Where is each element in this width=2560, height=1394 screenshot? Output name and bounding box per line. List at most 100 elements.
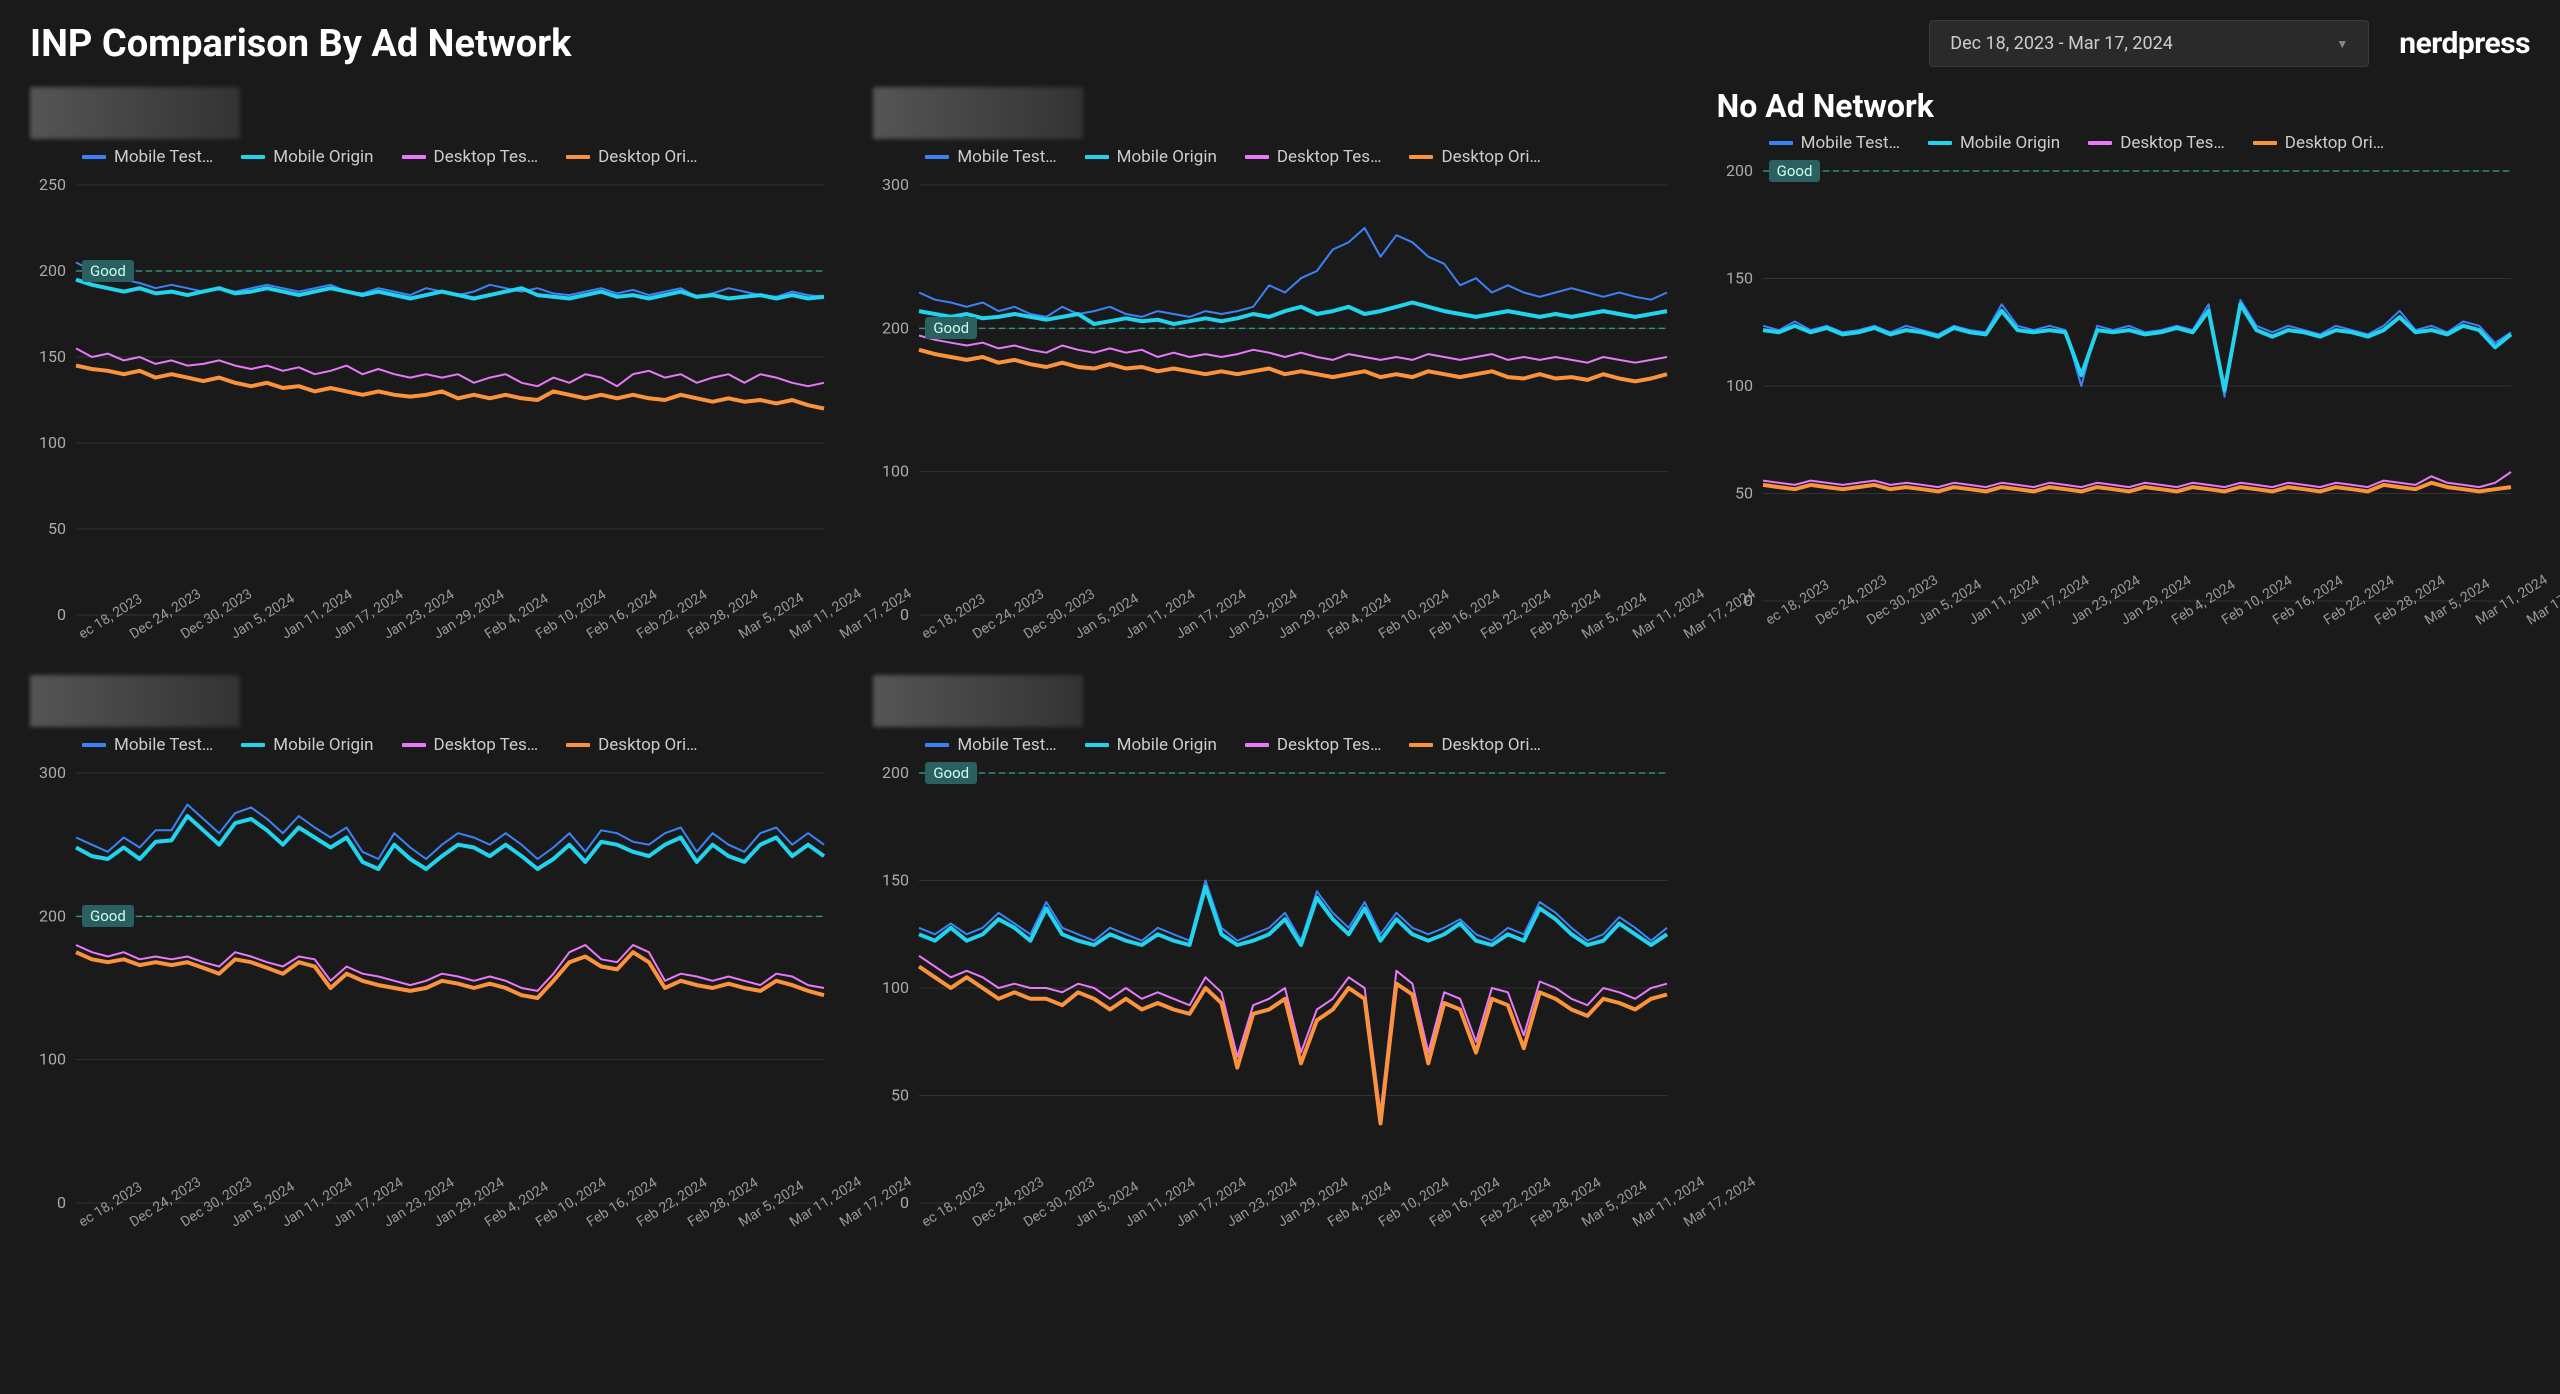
x-axis-tick-label: Mar 11, 2024	[1630, 1217, 1638, 1231]
legend-swatch	[1085, 743, 1109, 747]
chart-container: Good050100150200250	[30, 175, 843, 625]
svg-text:100: 100	[39, 1050, 66, 1069]
x-axis-tick-label: Feb 10, 2024	[1376, 629, 1384, 643]
x-axis-tick-label: Jan 5, 2024	[1072, 1217, 1080, 1231]
x-axis-tick-label: ec 18, 2023	[76, 629, 84, 643]
x-axis-tick-label: Jan 5, 2024	[1915, 615, 1923, 629]
svg-text:100: 100	[882, 978, 909, 997]
legend-swatch	[1085, 155, 1109, 159]
series-line-desktop_test	[919, 336, 1667, 363]
chart-panel: Mobile Test… Mobile Origin Desktop Tes… Des…	[30, 87, 843, 645]
legend-item[interactable]: Desktop Ori…	[1409, 735, 1540, 755]
chart-legend: Mobile Test… Mobile Origin Desktop Tes… Des…	[30, 735, 843, 755]
date-range-text: Dec 18, 2023 - Mar 17, 2024	[1950, 33, 2173, 54]
x-axis-tick-label: Mar 5, 2024	[736, 1217, 744, 1231]
legend-item[interactable]: Desktop Tes…	[2088, 133, 2225, 153]
legend-swatch	[1769, 141, 1793, 145]
x-axis-tick-label: ec 18, 2023	[919, 1217, 927, 1231]
legend-item[interactable]: Mobile Test…	[82, 735, 213, 755]
panel-title-redacted	[30, 675, 240, 727]
x-axis-tick-label: Dec 30, 2023	[1021, 1217, 1029, 1231]
legend-item[interactable]: Desktop Tes…	[1245, 147, 1382, 167]
x-axis-tick-label: Feb 10, 2024	[533, 1217, 541, 1231]
good-threshold-badge: Good	[925, 317, 977, 339]
legend-item[interactable]: Desktop Tes…	[402, 147, 539, 167]
charts-grid: Mobile Test… Mobile Origin Desktop Tes… Des…	[30, 87, 2530, 1233]
x-axis-tick-label: Dec 30, 2023	[1864, 615, 1872, 629]
x-axis-tick-label: Feb 28, 2024	[1528, 1217, 1536, 1231]
legend-item[interactable]: Mobile Test…	[925, 147, 1056, 167]
x-axis-tick-label: Jan 17, 2024	[330, 629, 338, 643]
legend-item[interactable]: Mobile Origin	[1085, 735, 1217, 755]
x-axis-tick-label: Feb 4, 2024	[2169, 615, 2177, 629]
legend-swatch	[241, 743, 265, 747]
legend-item[interactable]: Mobile Test…	[1769, 133, 1900, 153]
x-axis-tick-label: Mar 17, 2024	[2524, 615, 2532, 629]
x-axis-tick-label: Feb 16, 2024	[1427, 629, 1435, 643]
legend-swatch	[402, 155, 426, 159]
svg-text:200: 200	[1726, 161, 1753, 180]
x-axis-tick-label: Feb 22, 2024	[1478, 629, 1486, 643]
x-axis-tick-label: Feb 10, 2024	[533, 629, 541, 643]
x-axis-tick-label: Mar 11, 2024	[787, 1217, 795, 1231]
x-axis-tick-label: Jan 5, 2024	[1072, 629, 1080, 643]
legend-swatch	[1409, 743, 1433, 747]
page-title: INP Comparison By Ad Network	[30, 22, 571, 66]
svg-text:250: 250	[39, 175, 66, 194]
legend-swatch	[2088, 141, 2112, 145]
chart-container: Good050100150200	[873, 763, 1686, 1213]
chart-svg[interactable]: 0100200300	[873, 175, 1673, 625]
x-axis-tick-label: Jan 17, 2024	[1173, 1217, 1181, 1231]
legend-item[interactable]: Desktop Tes…	[1245, 735, 1382, 755]
legend-item[interactable]: Mobile Origin	[1928, 133, 2060, 153]
legend-item[interactable]: Desktop Tes…	[402, 735, 539, 755]
legend-item[interactable]: Mobile Test…	[925, 735, 1056, 755]
svg-text:200: 200	[882, 318, 909, 337]
chart-svg[interactable]: 050100150200	[873, 763, 1673, 1213]
legend-item[interactable]: Mobile Origin	[241, 735, 373, 755]
chart-container: Good0100200300	[30, 763, 843, 1213]
svg-text:0: 0	[1744, 591, 1753, 610]
chart-svg[interactable]: 050100150200	[1717, 161, 2517, 611]
good-threshold-badge: Good	[82, 905, 134, 927]
x-axis-tick-label: Jan 11, 2024	[279, 629, 287, 643]
legend-label: Desktop Ori…	[598, 147, 697, 167]
x-axis-tick-label: Jan 29, 2024	[431, 629, 439, 643]
legend-item[interactable]: Mobile Test…	[82, 147, 213, 167]
x-axis-tick-label: Jan 5, 2024	[228, 629, 236, 643]
x-axis-tick-label: Jan 29, 2024	[2118, 615, 2126, 629]
legend-item[interactable]: Desktop Ori…	[2253, 133, 2384, 153]
chart-container: Good0100200300	[873, 175, 1686, 625]
x-axis-tick-label: Mar 17, 2024	[1681, 629, 1689, 643]
legend-swatch	[241, 155, 265, 159]
legend-label: Mobile Origin	[273, 147, 373, 167]
legend-label: Mobile Test…	[957, 147, 1056, 167]
svg-text:50: 50	[48, 519, 66, 538]
x-axis-tick-label: Mar 11, 2024	[1630, 629, 1638, 643]
x-axis-tick-label: Jan 17, 2024	[1173, 629, 1181, 643]
x-axis-tick-label: Feb 22, 2024	[634, 1217, 642, 1231]
x-axis-tick-label: Jan 23, 2024	[1224, 1217, 1232, 1231]
date-range-picker[interactable]: Dec 18, 2023 - Mar 17, 2024 ▼	[1929, 20, 2369, 67]
chart-svg[interactable]: 050100150200250	[30, 175, 830, 625]
legend-label: Desktop Ori…	[1441, 735, 1540, 755]
svg-text:0: 0	[57, 605, 66, 624]
x-axis-tick-label: Feb 4, 2024	[482, 629, 490, 643]
svg-text:100: 100	[39, 433, 66, 452]
legend-item[interactable]: Desktop Ori…	[566, 147, 697, 167]
good-threshold-badge: Good	[82, 260, 134, 282]
legend-label: Mobile Origin	[1117, 735, 1217, 755]
x-axis-tick-label: Mar 5, 2024	[1579, 629, 1587, 643]
x-axis-tick-label: Dec 24, 2023	[1813, 615, 1821, 629]
svg-text:300: 300	[882, 175, 909, 194]
legend-item[interactable]: Desktop Ori…	[566, 735, 697, 755]
chevron-down-icon: ▼	[2336, 37, 2348, 51]
legend-swatch	[402, 743, 426, 747]
legend-item[interactable]: Mobile Origin	[241, 147, 373, 167]
chart-legend: Mobile Test… Mobile Origin Desktop Tes… Des…	[30, 147, 843, 167]
x-axis-tick-label: ec 18, 2023	[76, 1217, 84, 1231]
legend-item[interactable]: Mobile Origin	[1085, 147, 1217, 167]
x-axis-tick-label: Dec 30, 2023	[178, 629, 186, 643]
chart-svg[interactable]: 0100200300	[30, 763, 830, 1213]
legend-item[interactable]: Desktop Ori…	[1409, 147, 1540, 167]
